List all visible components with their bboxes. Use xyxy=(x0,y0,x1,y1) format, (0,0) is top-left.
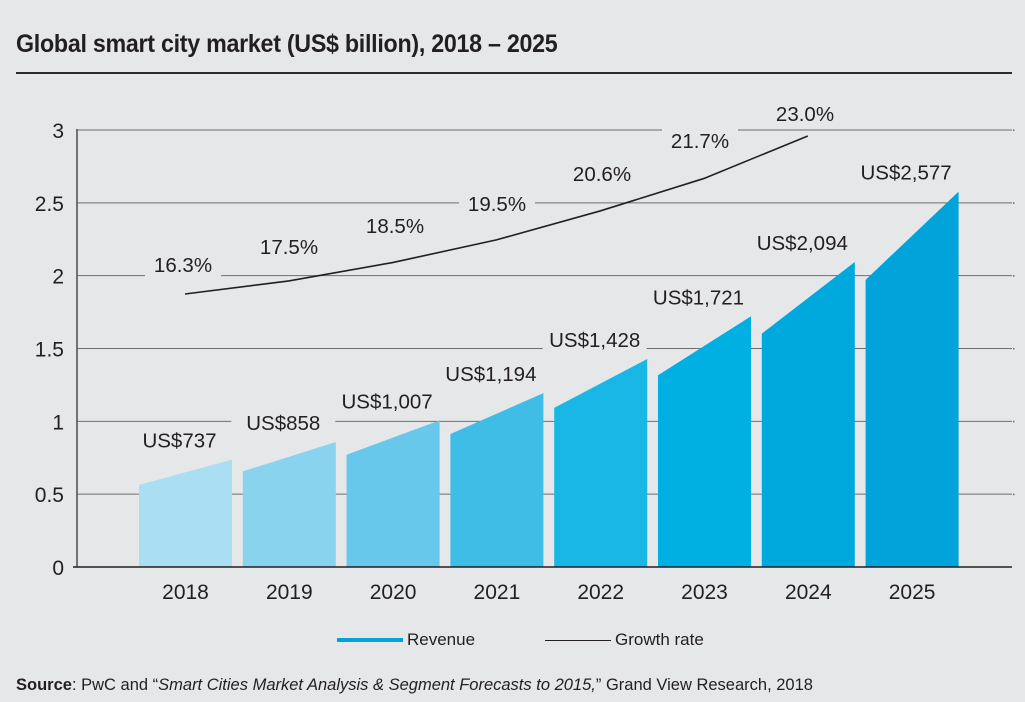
legend-item-growth: Growth rate xyxy=(545,630,704,650)
bar-value-label: US$858 xyxy=(246,412,320,435)
bar-value-label: US$737 xyxy=(142,430,216,453)
bar-value-label: US$2,094 xyxy=(757,232,848,255)
bar-2020 xyxy=(346,420,440,567)
growth-line-group xyxy=(184,135,809,295)
legend-label-revenue: Revenue xyxy=(407,630,476,649)
growth-rate-label: 16.3% xyxy=(154,254,212,277)
bar-2018 xyxy=(139,459,232,567)
bar-2023 xyxy=(658,316,751,567)
label-knockout xyxy=(854,159,959,186)
growth-rate-line xyxy=(184,135,809,295)
data-labels: US$737 US$858 US$1,007 US$1,194 US$1,428 US$1… xyxy=(127,102,959,454)
y-tick-label: 1.5 xyxy=(35,339,64,362)
bar-2019 xyxy=(242,442,336,567)
legend-item-revenue: Revenue xyxy=(337,630,475,650)
bar-2021 xyxy=(450,393,544,567)
label-knockout xyxy=(335,388,440,415)
source-prefix: : PwC and “ xyxy=(71,676,159,694)
label-knockout xyxy=(357,214,433,238)
grid-end-tick xyxy=(1013,348,1015,350)
label-knockout xyxy=(750,229,855,256)
y-tick-label: 2 xyxy=(52,266,64,289)
bar-2022 xyxy=(554,358,648,567)
source-title: Smart Cities Market Analysis & Segment F… xyxy=(158,676,596,694)
y-tick-label: 2.5 xyxy=(35,193,64,216)
x-tick-label: 2019 xyxy=(266,581,313,604)
x-tick-label: 2018 xyxy=(162,581,209,604)
bar-value-label: US$2,577 xyxy=(861,162,952,185)
bar-value-label: US$1,721 xyxy=(653,286,744,309)
growth-rate-label: 18.5% xyxy=(366,215,424,238)
grid-end-tick xyxy=(1013,275,1015,277)
x-tick-label: 2021 xyxy=(474,581,521,604)
x-tick-label: 2022 xyxy=(577,581,624,604)
revenue-swatch xyxy=(337,638,403,642)
bar-value-label: US$1,428 xyxy=(549,329,640,352)
bar-2024 xyxy=(761,261,855,567)
growth-rate-label: 19.5% xyxy=(468,193,526,216)
label-knockout xyxy=(459,192,535,216)
source-label: Source xyxy=(16,676,72,694)
label-knockout xyxy=(251,235,327,259)
growth-rate-label: 23.0% xyxy=(776,103,834,126)
x-tick-label: 2020 xyxy=(370,581,417,604)
growth-rate-label: 17.5% xyxy=(260,236,318,259)
y-tick-label: 0.5 xyxy=(35,484,64,507)
label-knockout xyxy=(662,129,738,153)
bar-2025 xyxy=(865,191,959,567)
label-knockout xyxy=(231,410,336,437)
grid-end-tick xyxy=(1013,202,1015,204)
x-tick-label: 2024 xyxy=(785,581,832,604)
grid-end-tick xyxy=(1013,129,1015,131)
bar-value-label: US$1,007 xyxy=(342,390,433,413)
y-tick-label: 3 xyxy=(52,120,64,143)
growth-rate-label: 21.7% xyxy=(671,130,729,153)
growth-rate-label: 20.6% xyxy=(573,163,631,186)
growth-swatch xyxy=(545,639,611,641)
x-tick-label: 2025 xyxy=(889,581,936,604)
label-knockout xyxy=(767,102,843,126)
chart-title: Global smart city market (US$ billion), … xyxy=(16,30,558,58)
y-tick-label: 1 xyxy=(52,411,64,434)
grid-end-tick xyxy=(1013,420,1015,423)
source-suffix: ” Grand View Research, 2018 xyxy=(595,676,813,694)
legend-label-growth: Growth rate xyxy=(615,630,704,649)
y-tick-label: 0 xyxy=(52,557,64,580)
axes: 0 0.5 1 1.5 2 2.5 3 2018 2019 2020 2021 2022 2023 202… xyxy=(35,120,1012,604)
x-tick-label: 2023 xyxy=(681,581,728,604)
source-note: Source: PwC and “Smart Cities Market Ana… xyxy=(16,676,813,695)
grid-end-tick xyxy=(1013,493,1015,496)
bar-value-label: US$1,194 xyxy=(445,363,536,386)
label-knockout xyxy=(438,361,543,388)
label-knockout xyxy=(646,284,751,311)
label-knockout xyxy=(127,427,232,454)
bars xyxy=(139,191,959,567)
label-knockout xyxy=(564,162,640,186)
legend: Revenue Growth rate xyxy=(0,630,1025,654)
label-knockout xyxy=(542,326,647,353)
label-knockout xyxy=(145,253,221,277)
title-divider xyxy=(16,72,1012,74)
